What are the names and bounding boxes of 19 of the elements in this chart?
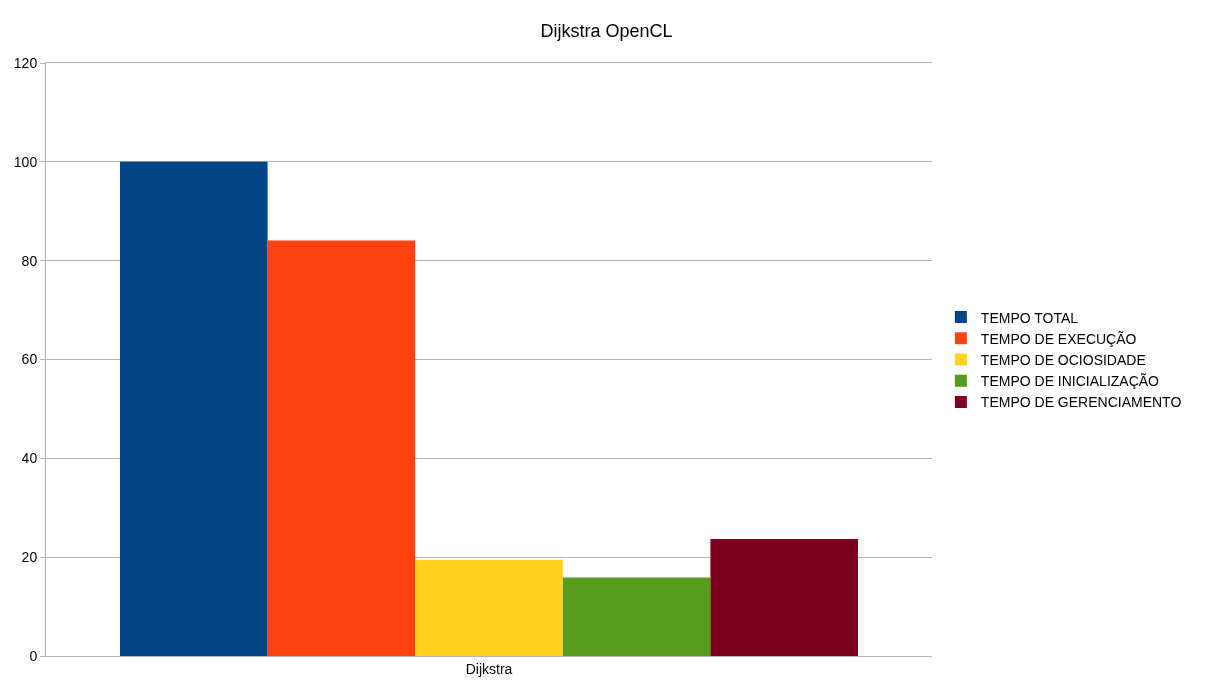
bar: [710, 538, 859, 656]
bar: [415, 559, 563, 656]
legend-label: TEMPO DE GERENCIAMENTO: [980, 394, 1182, 411]
y-tick-label: 120: [13, 54, 38, 71]
y-tick-label: 80: [21, 252, 38, 269]
legend-label: TEMPO TOTAL: [980, 309, 1079, 326]
y-tick-label: 60: [21, 351, 38, 368]
y-tick-label: 100: [13, 153, 38, 170]
chart-title: Dijkstra OpenCL: [540, 20, 673, 41]
bar: [562, 577, 711, 656]
y-tick-label: 20: [21, 549, 38, 566]
y-tick-label: 0: [29, 647, 38, 664]
legend-label: TEMPO DE INICIALIZAÇÃO: [980, 373, 1160, 390]
bar: [267, 240, 416, 656]
x-tick-label: Dijkstra: [465, 660, 513, 677]
bar: [119, 161, 268, 656]
legend-label: TEMPO DE OCIOSIDADE: [980, 351, 1146, 368]
y-tick-label: 40: [21, 450, 38, 467]
legend-label: TEMPO DE EXECUÇÃO: [980, 330, 1137, 347]
